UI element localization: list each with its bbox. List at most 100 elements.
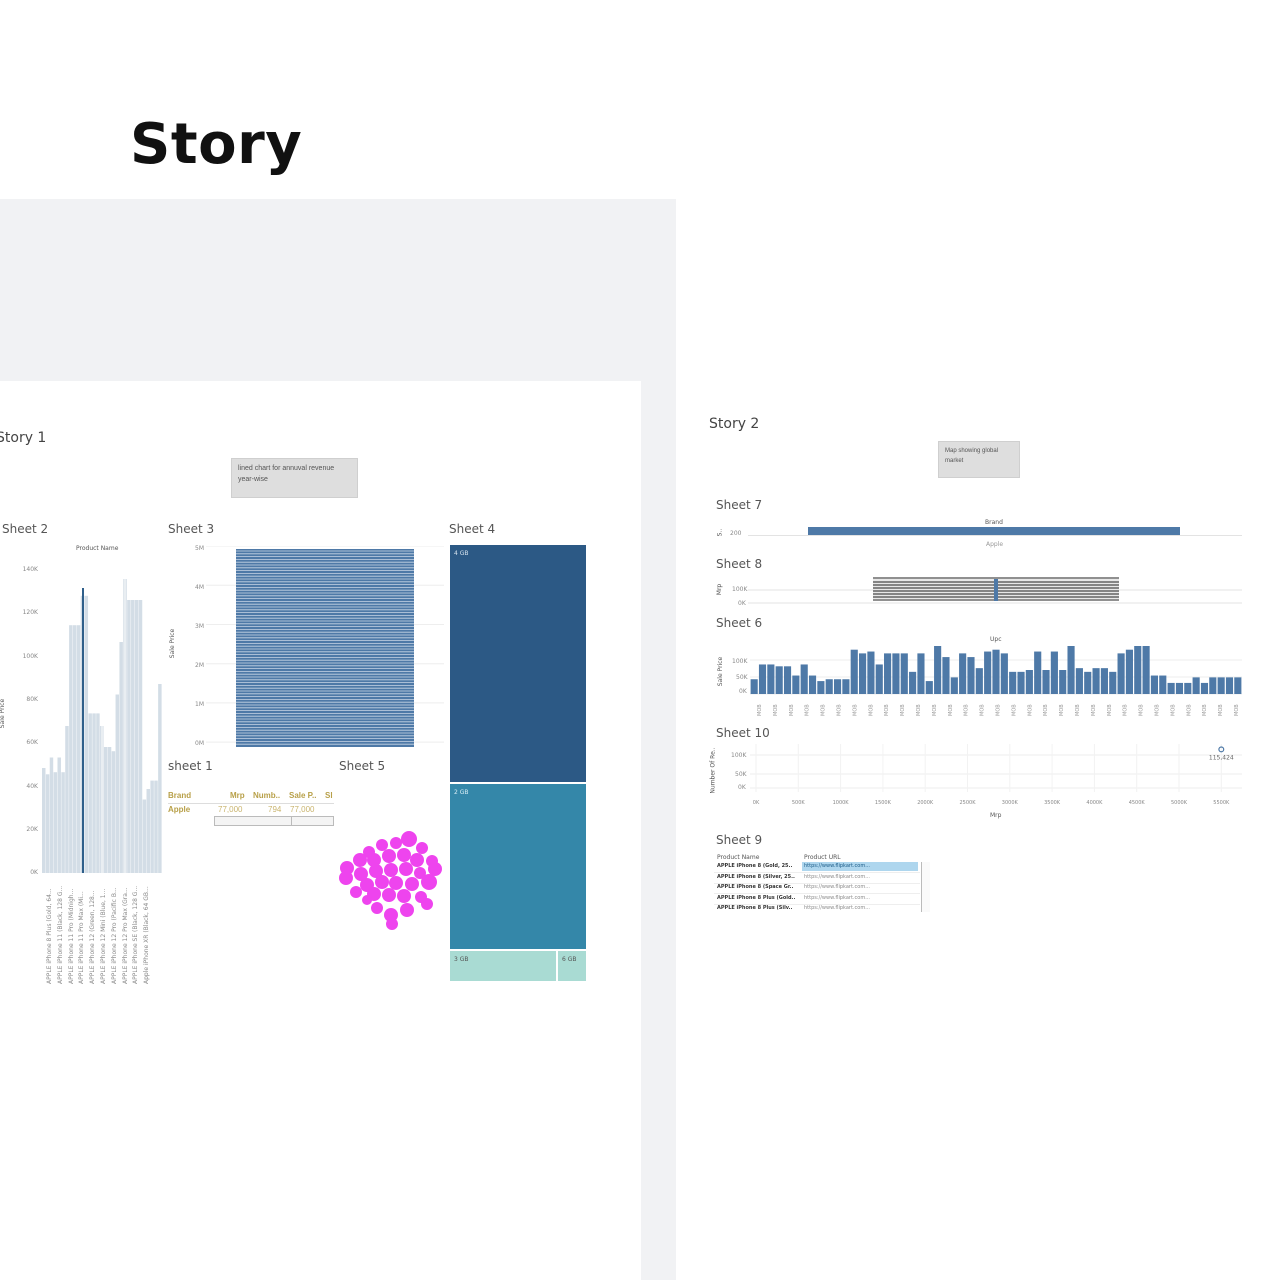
bubble[interactable] xyxy=(410,853,424,867)
bubble[interactable] xyxy=(382,849,396,863)
bubble[interactable] xyxy=(416,842,428,854)
bar[interactable] xyxy=(76,625,81,873)
bar[interactable] xyxy=(758,664,767,694)
bubble[interactable] xyxy=(405,877,419,891)
bar[interactable] xyxy=(154,780,158,873)
sheet9-col-header-url[interactable]: Product URL xyxy=(804,854,841,861)
bar[interactable] xyxy=(1075,668,1083,694)
bar[interactable] xyxy=(1192,677,1200,694)
bar[interactable] xyxy=(57,757,61,874)
bar[interactable] xyxy=(909,671,917,694)
bar[interactable] xyxy=(900,653,908,694)
bubble[interactable] xyxy=(400,903,414,917)
story2-caption[interactable]: Map showing global market xyxy=(938,441,1020,478)
bubble[interactable] xyxy=(414,867,426,879)
bar[interactable] xyxy=(65,726,69,873)
cell-product-url[interactable]: https://www.flipkart.com... xyxy=(804,905,870,911)
treemap-segment-3gb[interactable]: 3 GB xyxy=(450,951,556,981)
bar[interactable] xyxy=(115,694,120,874)
bar[interactable] xyxy=(1225,677,1234,694)
bar[interactable] xyxy=(959,653,967,694)
sheet5-bubble-chart[interactable] xyxy=(334,828,446,934)
bubble[interactable] xyxy=(399,862,413,876)
table-row[interactable]: APPLE iPhone 8 Plus (Silv.. https://www.f… xyxy=(714,904,920,912)
bar[interactable] xyxy=(1234,677,1242,694)
bar[interactable] xyxy=(146,789,150,873)
table-row[interactable]: APPLE iPhone 8 Plus (Gold.. https://www.f… xyxy=(714,894,920,905)
sheet7-bar[interactable] xyxy=(808,527,1180,535)
bar[interactable] xyxy=(1042,670,1050,694)
bar[interactable] xyxy=(842,679,850,694)
bar[interactable] xyxy=(158,684,162,873)
bar[interactable] xyxy=(84,595,89,873)
bubble[interactable] xyxy=(350,886,362,898)
bubble[interactable] xyxy=(369,864,383,878)
cell-product-url[interactable]: https://www.flipkart.com... xyxy=(804,884,870,890)
bubble[interactable] xyxy=(362,895,372,905)
bar[interactable] xyxy=(1009,671,1017,694)
bar[interactable] xyxy=(884,653,892,694)
bar[interactable] xyxy=(1184,682,1192,694)
bar[interactable] xyxy=(917,653,925,694)
bar[interactable] xyxy=(69,625,73,873)
bar[interactable] xyxy=(96,713,100,873)
bubble[interactable] xyxy=(386,918,398,930)
bar[interactable] xyxy=(103,747,108,873)
bar[interactable] xyxy=(45,774,50,873)
bar[interactable] xyxy=(1025,670,1033,694)
bar[interactable] xyxy=(775,666,783,694)
bar[interactable] xyxy=(1034,651,1042,694)
bubble[interactable] xyxy=(401,831,417,847)
col-header-mrp[interactable]: Mrp xyxy=(230,791,245,800)
bubble[interactable] xyxy=(375,875,389,889)
bubble[interactable] xyxy=(339,871,353,885)
table-row[interactable]: APPLE iPhone 8 (Gold, 25.. https://www.fl… xyxy=(714,862,920,873)
bar[interactable] xyxy=(783,666,792,694)
bar[interactable] xyxy=(42,768,46,873)
bubble[interactable] xyxy=(384,863,398,877)
bar[interactable] xyxy=(1217,677,1225,694)
bubble[interactable] xyxy=(390,837,402,849)
treemap-segment-2gb[interactable]: 2 GB xyxy=(450,784,586,949)
bar[interactable] xyxy=(808,675,817,694)
sheet8-chart[interactable] xyxy=(748,574,1242,606)
bar[interactable] xyxy=(111,751,116,873)
bar[interactable] xyxy=(1200,682,1209,694)
bar[interactable] xyxy=(1167,682,1175,694)
bar[interactable] xyxy=(119,642,123,873)
table-row[interactable]: APPLE iPhone 8 (Space Gr.. https://www.fl… xyxy=(714,883,920,894)
bar[interactable] xyxy=(750,679,758,694)
bar[interactable] xyxy=(1142,646,1150,694)
bar[interactable] xyxy=(150,780,154,873)
bubble[interactable] xyxy=(354,867,368,881)
treemap-segment-6gb[interactable]: 6 GB xyxy=(558,951,586,981)
bar[interactable] xyxy=(950,677,958,694)
bar[interactable] xyxy=(1117,653,1125,694)
horizontal-scrollbar[interactable] xyxy=(214,816,334,826)
bar[interactable] xyxy=(975,668,983,694)
bar[interactable] xyxy=(984,651,992,694)
bubble[interactable] xyxy=(376,839,388,851)
bar[interactable] xyxy=(992,649,1000,694)
bar[interactable] xyxy=(1134,646,1142,694)
bar[interactable] xyxy=(1209,677,1217,694)
scatter-point[interactable] xyxy=(1218,746,1225,753)
bar[interactable] xyxy=(833,679,842,694)
bubble[interactable] xyxy=(421,874,437,890)
col-header-number[interactable]: Numb.. xyxy=(253,791,281,800)
cell-product-url[interactable]: https://www.flipkart.com... xyxy=(804,894,870,901)
cell-product-url[interactable]: https://www.flipkart.com... xyxy=(802,862,918,871)
treemap-segment-4gb[interactable]: 4 GB xyxy=(450,545,586,782)
bar[interactable] xyxy=(1109,671,1117,694)
bar[interactable] xyxy=(1175,682,1184,694)
bar[interactable] xyxy=(1150,675,1159,694)
table-row[interactable]: APPLE iPhone 8 (Silver, 25.. https://www.… xyxy=(714,873,920,884)
bar[interactable] xyxy=(1159,675,1167,694)
bar[interactable] xyxy=(875,664,883,694)
bar[interactable] xyxy=(134,600,139,873)
sheet2-chart[interactable] xyxy=(42,558,162,873)
bar[interactable] xyxy=(72,625,77,873)
bar[interactable] xyxy=(925,681,933,694)
bubble[interactable] xyxy=(421,898,433,910)
sheet6-chart[interactable]: MOB MOB MOB MOB MOB MOB MOB MOB MOB MOB MOB MOB MOB M… xyxy=(750,646,1242,718)
